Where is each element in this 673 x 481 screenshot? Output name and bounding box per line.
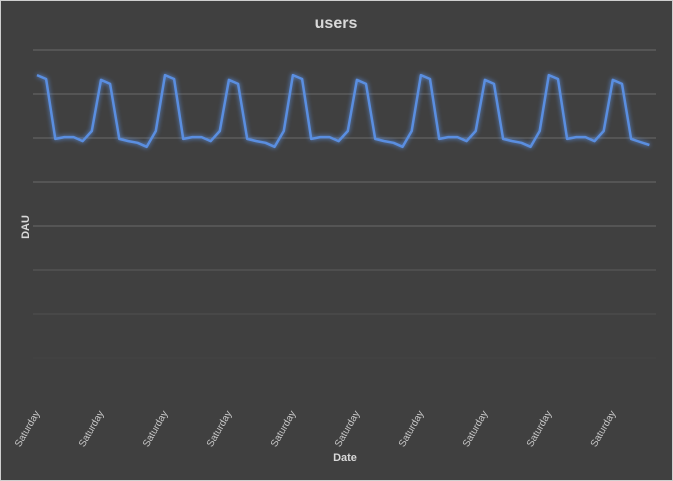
x-tick-label: Saturday — [397, 409, 427, 449]
x-tick-labels: Saturday Saturday Saturday Saturday Saturday… — [13, 409, 618, 449]
x-tick-label: Saturday — [205, 409, 235, 449]
x-tick-label: Saturday — [333, 409, 363, 449]
series-group — [36, 73, 650, 149]
chart-title: users — [315, 15, 358, 32]
series-line — [36, 73, 650, 149]
x-tick-label: Saturday — [13, 409, 43, 449]
x-axis-title: Date — [333, 452, 357, 464]
x-tick-label: Saturday — [77, 409, 107, 449]
x-tick-label: Saturday — [461, 409, 491, 449]
x-tick-label: Saturday — [269, 409, 299, 449]
x-tick-label: Saturday — [141, 409, 171, 449]
x-tick-label: Saturday — [525, 409, 555, 449]
x-tick-label: Saturday — [589, 409, 619, 449]
y-axis-title: DAU — [20, 215, 32, 239]
